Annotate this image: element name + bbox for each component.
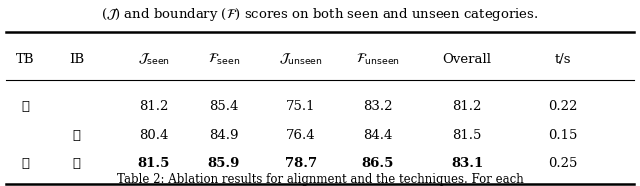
Text: 83.2: 83.2 [363, 100, 392, 113]
Text: 80.4: 80.4 [139, 129, 168, 142]
Text: 81.2: 81.2 [452, 100, 482, 113]
Text: 0.15: 0.15 [548, 129, 578, 142]
Text: 81.5: 81.5 [138, 157, 170, 170]
Text: 83.1: 83.1 [451, 157, 483, 170]
Text: 86.5: 86.5 [362, 157, 394, 170]
Text: 84.4: 84.4 [363, 129, 392, 142]
Text: 85.9: 85.9 [208, 157, 240, 170]
Text: ✓: ✓ [22, 100, 29, 113]
Text: 84.9: 84.9 [209, 129, 239, 142]
Text: t/s: t/s [555, 53, 572, 66]
Text: 75.1: 75.1 [286, 100, 316, 113]
Text: TB: TB [17, 53, 35, 66]
Text: 81.5: 81.5 [452, 129, 482, 142]
Text: Table 2: Ablation results for alignment and the techniques. For each: Table 2: Ablation results for alignment … [116, 173, 524, 186]
Text: 81.2: 81.2 [139, 100, 168, 113]
Text: $\mathcal{F}_{\mathrm{seen}}$: $\mathcal{F}_{\mathrm{seen}}$ [208, 52, 240, 67]
Text: 0.25: 0.25 [548, 157, 578, 170]
Text: $\mathcal{F}_{\mathrm{unseen}}$: $\mathcal{F}_{\mathrm{unseen}}$ [356, 52, 399, 67]
Text: ✓: ✓ [22, 157, 29, 170]
Text: 76.4: 76.4 [286, 129, 316, 142]
Text: 85.4: 85.4 [209, 100, 239, 113]
Text: IB: IB [69, 53, 84, 66]
Text: ✓: ✓ [73, 129, 81, 142]
Text: Overall: Overall [443, 53, 492, 66]
Text: ✓: ✓ [73, 157, 81, 170]
Text: ($\mathcal{J}$) and boundary ($\mathcal{F}$) scores on both seen and unseen cate: ($\mathcal{J}$) and boundary ($\mathcal{… [101, 6, 539, 23]
Text: 78.7: 78.7 [285, 157, 317, 170]
Text: $\mathcal{J}_{\mathrm{unseen}}$: $\mathcal{J}_{\mathrm{unseen}}$ [279, 52, 323, 67]
Text: $\mathcal{J}_{\mathrm{seen}}$: $\mathcal{J}_{\mathrm{seen}}$ [138, 52, 170, 67]
Text: 0.22: 0.22 [548, 100, 578, 113]
